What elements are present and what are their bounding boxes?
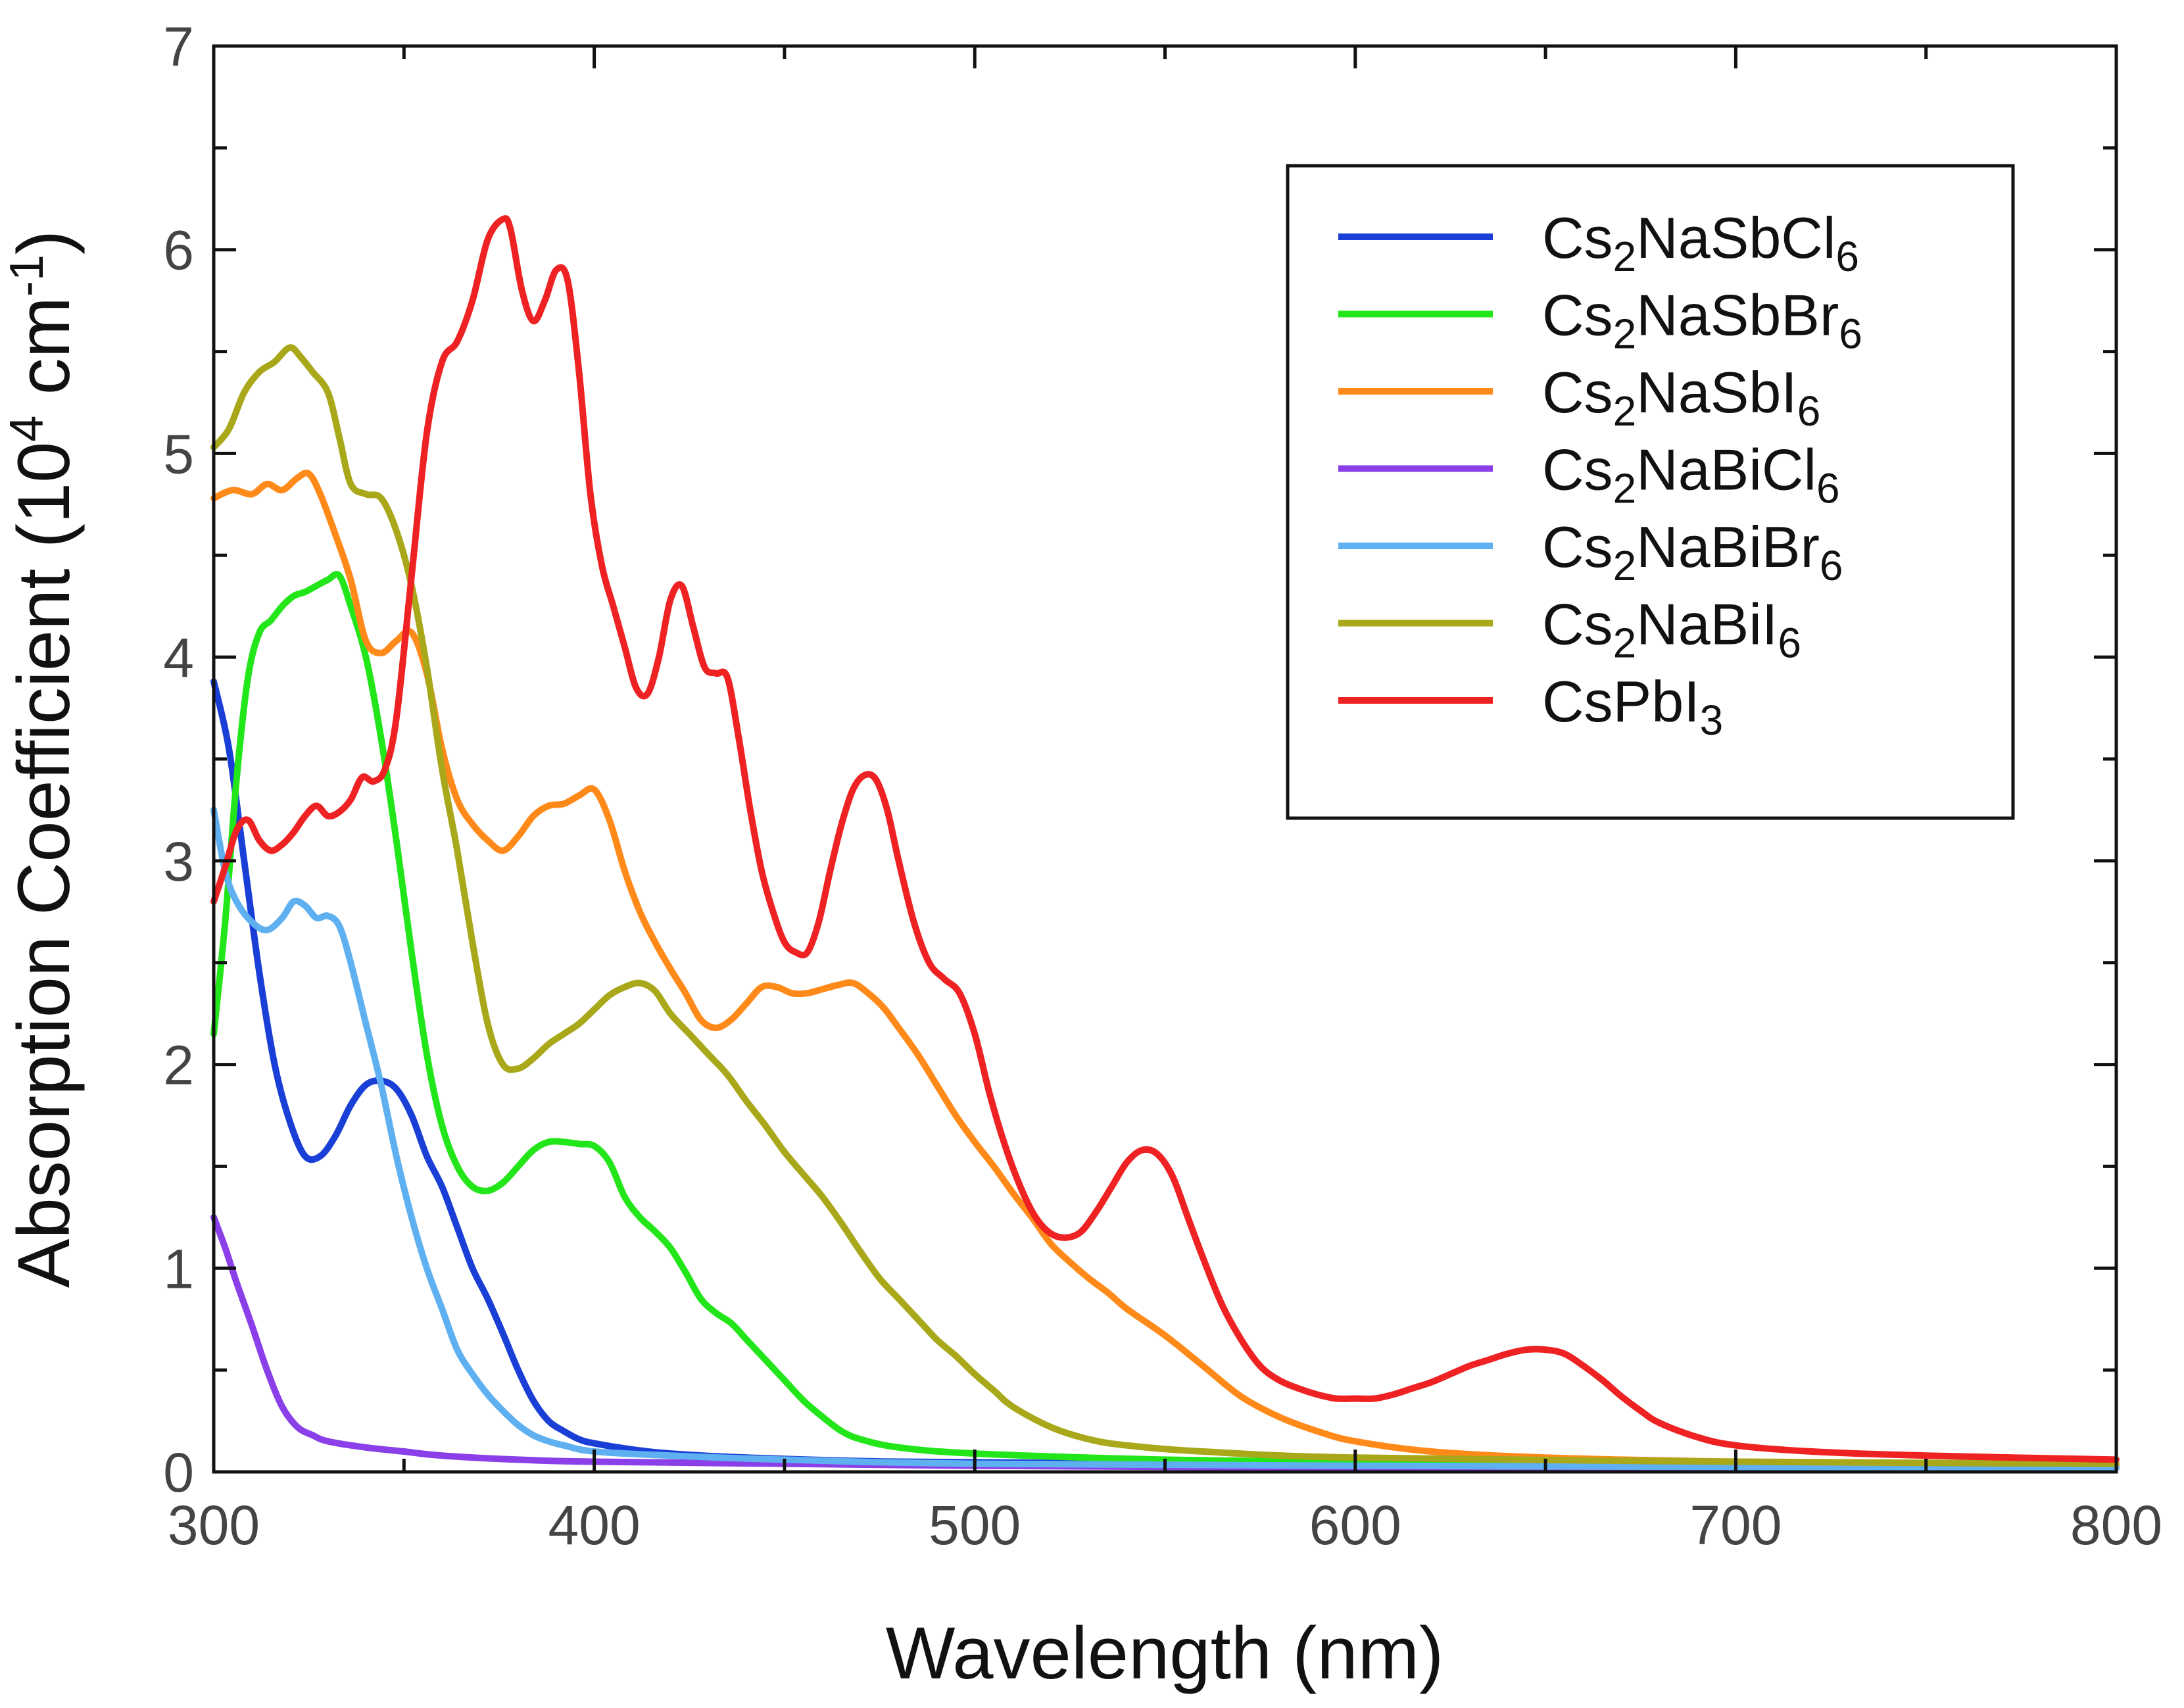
legend-label-Cs2NaBiBr6: Cs2NaBiBr6 <box>1542 514 1843 589</box>
legend-label-Cs2NaSbBr6: Cs2NaSbBr6 <box>1542 283 1862 358</box>
tick-labels: 300 400 500 600 700 800 0 1 2 3 4 5 6 7 <box>163 16 2162 1556</box>
legend-label-Cs2NaSbCl6: Cs2NaSbCl6 <box>1542 205 1859 280</box>
legend-label-CsPbI3: CsPbI3 <box>1542 669 1723 744</box>
legend-label-Cs2NaSbI6: Cs2NaSbI6 <box>1542 360 1820 435</box>
y-tick-label: 3 <box>163 831 194 892</box>
legend-label-Cs2NaBiCl6: Cs2NaBiCl6 <box>1542 437 1840 512</box>
y-tick-label: 6 <box>163 220 194 281</box>
y-tick-label: 7 <box>163 16 194 78</box>
x-tick-label: 800 <box>2070 1494 2162 1556</box>
series-line-Cs2NaSbI6 <box>210 470 2120 1469</box>
x-tick-label: 600 <box>1309 1494 1401 1556</box>
y-axis-title: Absorption Coefficient (104 cm-1) <box>1 230 85 1288</box>
legend-frame <box>1286 164 2015 820</box>
legend: Cs2NaSbCl6Cs2NaSbBr6Cs2NaSbI6Cs2NaBiCl6C… <box>1286 164 2015 820</box>
x-tick-label: 500 <box>929 1494 1021 1556</box>
x-tick-label: 300 <box>168 1494 260 1556</box>
y-tick-label: 5 <box>163 423 194 485</box>
series-line-Cs2NaSbBr6 <box>210 571 2120 1469</box>
y-tick-label: 2 <box>163 1035 194 1096</box>
legend-label-Cs2NaBiI6: Cs2NaBiI6 <box>1542 592 1801 667</box>
x-axis-title: Wavelength (nm) <box>886 1612 1444 1694</box>
y-tick-label: 1 <box>163 1238 194 1300</box>
legend-items: Cs2NaSbCl6Cs2NaSbBr6Cs2NaSbI6Cs2NaBiCl6C… <box>1338 205 1862 744</box>
series-line-Cs2NaBiI6 <box>210 344 2120 1467</box>
y-tick-label: 4 <box>163 627 194 689</box>
x-tick-label: 700 <box>1689 1494 1782 1556</box>
series-line-CsPbI3 <box>210 215 2120 1463</box>
x-tick-label: 400 <box>548 1494 641 1556</box>
axis-ticks <box>212 44 2118 1474</box>
plot-lines <box>210 215 2120 1472</box>
y-tick-label: 0 <box>163 1442 194 1503</box>
